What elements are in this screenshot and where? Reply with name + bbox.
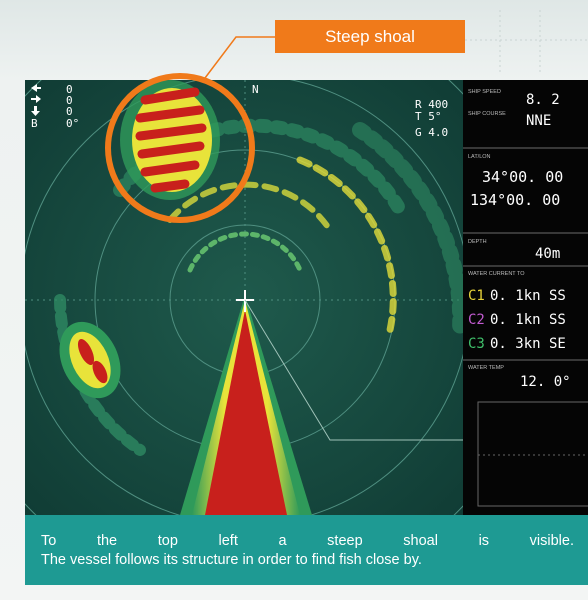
value: 0. 1kn SS <box>490 312 566 328</box>
panel-values: 8. 2 NNE 34°00. 00 134°00. 00 40m C1 0. … <box>468 92 571 390</box>
temp-graph <box>477 401 588 507</box>
indicator: 0 <box>66 83 73 96</box>
sonar-readouts: B 0 0 0 0° N R 400 T 5° G 4.0 <box>31 83 448 139</box>
indicator: 0° <box>66 117 79 130</box>
icon <box>31 106 40 116</box>
sonar-view: B 0 0 0 0° N R 400 T 5° G 4.0 <box>25 80 463 515</box>
caption-line: To the top left a steep shoal is visible… <box>41 533 574 549</box>
current-tag: C3 <box>468 336 485 352</box>
north-label: N <box>252 83 259 96</box>
label: SHIP SPEED <box>468 89 501 95</box>
panel-dividers <box>463 147 588 361</box>
label: LAT/LON <box>468 154 491 160</box>
value: 34°00. 00 <box>482 168 563 186</box>
label: SHIP COURSE <box>468 111 506 117</box>
indicator: 0 <box>66 105 73 118</box>
value: 134°00. 00 <box>470 191 560 209</box>
tilt-label: T 5° <box>415 110 442 123</box>
range-label: R 400 <box>415 98 448 111</box>
value: 0. 1kn SS <box>490 288 566 304</box>
current-tag: C2 <box>468 312 485 328</box>
background-grid <box>460 10 588 75</box>
caption: To the top left a steep shoal is visible… <box>25 515 588 585</box>
side-echo <box>59 321 121 399</box>
callout-label: Steep shoal <box>325 27 415 46</box>
value: 8. 2 <box>526 92 560 108</box>
seabed-beam <box>180 295 312 515</box>
callout-line <box>204 36 275 79</box>
gain-label: G 4.0 <box>415 126 448 139</box>
bearing-label: B <box>31 117 38 130</box>
icon <box>31 84 41 92</box>
panel-background <box>463 80 588 515</box>
value: 0. 3kn SE <box>490 336 566 352</box>
highlight-circle <box>105 73 255 223</box>
current-tag: C1 <box>468 288 485 304</box>
label: WATER TEMP <box>468 365 504 371</box>
value: NNE <box>526 113 551 129</box>
icon <box>31 95 41 103</box>
label: DEPTH <box>468 239 487 245</box>
cursor-line <box>244 299 463 441</box>
info-panel: SHIP SPEED SHIP COURSE LAT/LON DEPTH WAT… <box>463 80 588 515</box>
panel-labels: SHIP SPEED SHIP COURSE LAT/LON DEPTH WAT… <box>468 89 525 371</box>
indicator: 0 <box>66 94 73 107</box>
value: 40m <box>535 246 560 262</box>
caption-line: The vessel follows its structure in orde… <box>41 552 422 568</box>
shoal-echo <box>120 80 220 200</box>
callout-box <box>275 20 465 53</box>
label: WATER CURRENT TO <box>468 271 525 277</box>
value: 12. 0° <box>520 374 571 390</box>
